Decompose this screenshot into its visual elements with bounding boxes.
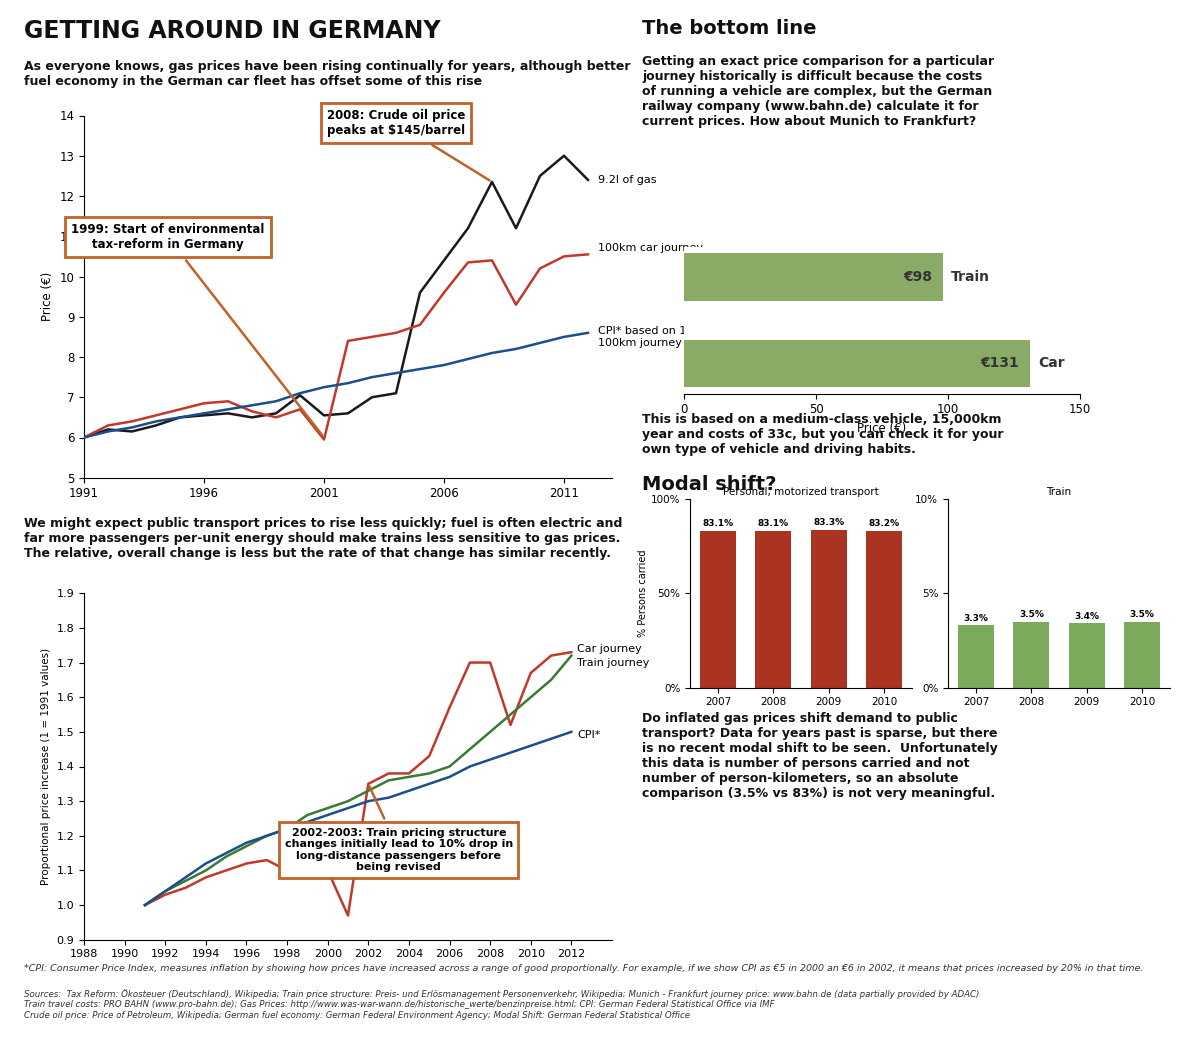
Bar (684, 339, 1030, 387)
X-axis label: Price (€): Price (€) (857, 422, 907, 435)
Y-axis label: % Persons carried: % Persons carried (638, 549, 648, 637)
Text: 2002-2003: Train pricing structure
changes initially lead to 10% drop in
long-di: 2002-2003: Train pricing structure chang… (284, 786, 512, 873)
Text: This is based on a medium-class vehicle, 15,000km
year and costs of 33c, but you: This is based on a medium-class vehicle,… (642, 413, 1003, 456)
Text: As everyone knows, gas prices have been rising continually for years, although b: As everyone knows, gas prices have been … (24, 60, 630, 88)
Text: 83.1%: 83.1% (702, 519, 733, 528)
Text: 9.2l of gas: 9.2l of gas (598, 175, 656, 185)
Y-axis label: Price (€): Price (€) (41, 272, 54, 321)
Bar (866, 530, 902, 688)
Bar (684, 253, 943, 301)
Bar (1124, 622, 1160, 688)
Text: Car: Car (1038, 356, 1064, 371)
Text: GETTING AROUND IN GERMANY: GETTING AROUND IN GERMANY (24, 19, 440, 43)
Text: 83.3%: 83.3% (814, 519, 845, 527)
Bar (700, 530, 736, 688)
Text: 1999: Start of environmental
tax-reform in Germany: 1999: Start of environmental tax-reform … (71, 224, 323, 436)
Text: 3.4%: 3.4% (1074, 612, 1099, 622)
Text: We might expect public transport prices to rise less quickly; fuel is often elec: We might expect public transport prices … (24, 517, 623, 560)
Text: 83.1%: 83.1% (757, 519, 788, 528)
Text: Do inflated gas prices shift demand to public
transport? Data for years past is : Do inflated gas prices shift demand to p… (642, 712, 997, 800)
Text: 3.3%: 3.3% (964, 614, 989, 623)
Y-axis label: Proportional price increase (1 = 1991 values): Proportional price increase (1 = 1991 va… (41, 648, 50, 885)
Bar (958, 626, 994, 688)
Bar (1013, 622, 1049, 688)
Text: CPI*: CPI* (577, 731, 601, 740)
Text: €98: €98 (904, 270, 932, 285)
Text: Car journey: Car journey (577, 644, 642, 654)
Text: Train: Train (950, 270, 990, 285)
Text: *CPI: Consumer Price Index, measures inflation by showing how prices have increa: *CPI: Consumer Price Index, measures inf… (24, 964, 1144, 973)
Text: Train journey: Train journey (577, 657, 650, 668)
Bar (755, 530, 791, 688)
Text: CPI* based on 1991
100km journey: CPI* based on 1991 100km journey (598, 327, 707, 348)
Text: 2008: Crude oil price
peaks at $145/barrel: 2008: Crude oil price peaks at $145/barr… (326, 108, 490, 181)
Text: Sources:  Tax Reform: Ökosteuer (Deutschland), Wikipedia; Train price structure:: Sources: Tax Reform: Ökosteuer (Deutschl… (24, 989, 979, 1020)
Text: 3.5%: 3.5% (1129, 610, 1154, 620)
Text: 100km car journey: 100km car journey (598, 244, 703, 253)
Text: 83.2%: 83.2% (869, 519, 900, 528)
Text: 3.5%: 3.5% (1019, 610, 1044, 620)
Text: Getting an exact price comparison for a particular
journey historically is diffi: Getting an exact price comparison for a … (642, 55, 994, 128)
Bar (811, 530, 847, 688)
Title: Personal, motorized transport: Personal, motorized transport (724, 486, 878, 497)
Text: Modal shift?: Modal shift? (642, 475, 776, 494)
Bar (1069, 624, 1105, 688)
Text: €131: €131 (980, 356, 1019, 371)
Title: Train: Train (1046, 486, 1072, 497)
Text: The bottom line: The bottom line (642, 19, 816, 38)
